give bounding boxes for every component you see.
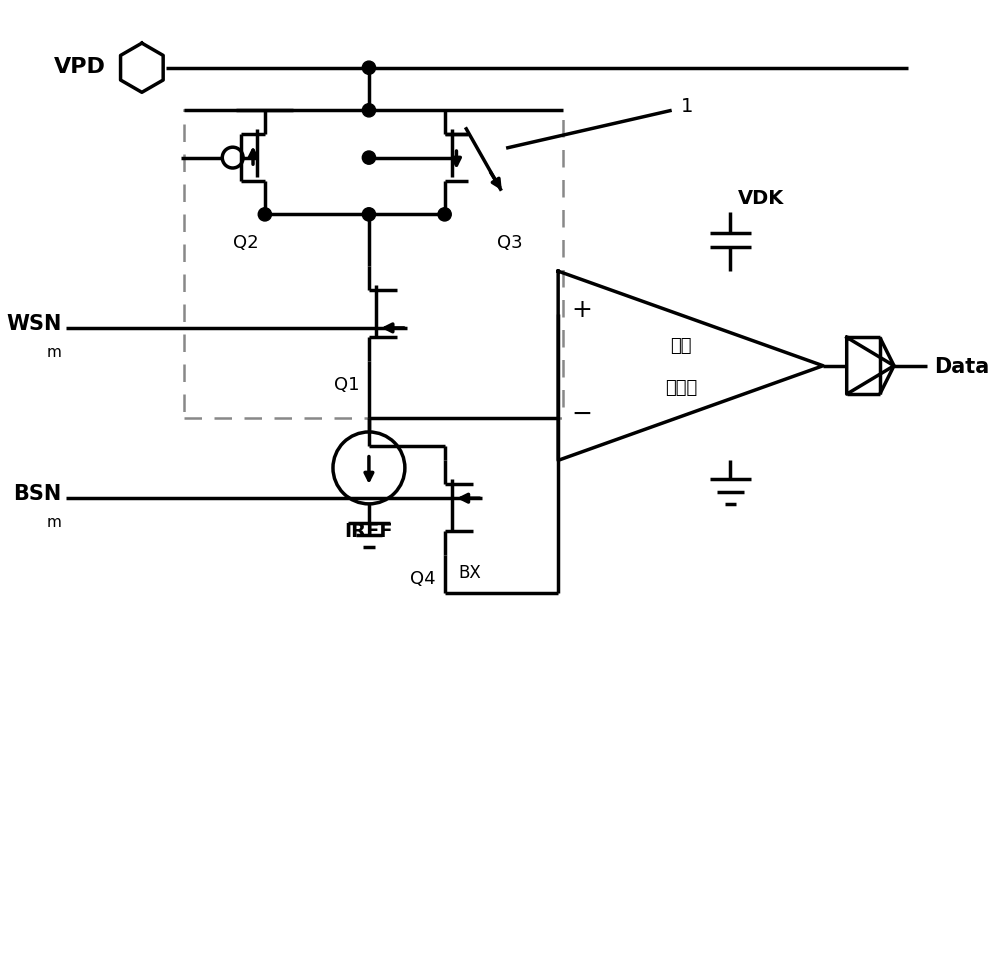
Text: IREF: IREF [345,521,393,541]
Text: Q3: Q3 [497,234,522,252]
Text: BX: BX [459,564,482,581]
Text: BSN: BSN [13,484,61,504]
Circle shape [362,62,376,76]
Text: 电流: 电流 [670,336,692,355]
Text: m: m [47,515,61,530]
Text: Data: Data [934,357,989,376]
Text: m: m [47,345,61,359]
Text: Q4: Q4 [410,570,435,587]
Circle shape [362,208,376,222]
Text: 1: 1 [681,97,694,116]
Circle shape [258,208,271,222]
Text: WSN: WSN [6,314,61,333]
Circle shape [438,208,451,222]
Circle shape [362,152,376,165]
Text: 比较器: 比较器 [665,378,697,396]
Text: VDK: VDK [738,189,784,207]
Text: −: − [571,401,592,425]
Text: Q2: Q2 [233,234,259,252]
Circle shape [362,105,376,118]
Text: VPD: VPD [54,57,106,77]
Text: Q1: Q1 [334,376,359,393]
Text: +: + [571,297,592,322]
